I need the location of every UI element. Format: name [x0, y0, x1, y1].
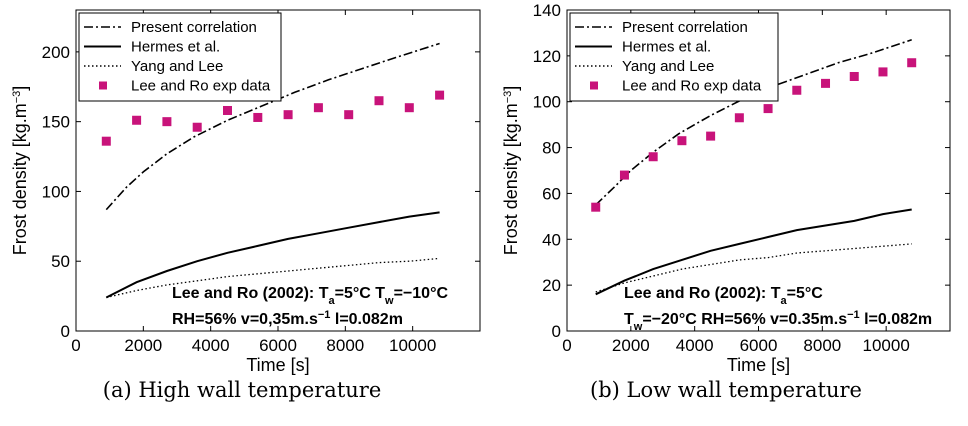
x-tick-label: 6000 — [740, 336, 778, 355]
series-line-solid — [595, 208, 912, 296]
x-axis-label: Time [s] — [727, 355, 790, 375]
data-point-exp — [619, 170, 629, 180]
y-axis-label: Frost density [kg.m−3] — [10, 86, 30, 256]
data-point-exp — [132, 115, 142, 125]
legend-label: Present correlation — [622, 19, 748, 36]
x-axis-label: Time [s] — [246, 355, 309, 375]
data-point-exp — [435, 90, 445, 100]
legend-box — [78, 12, 282, 102]
x-tick-label: 0 — [71, 336, 80, 355]
x-tick-label: 10000 — [389, 336, 436, 355]
y-tick-label: 20 — [542, 276, 561, 295]
caption-a: (a) High wall temperature — [102, 378, 382, 402]
y-tick-label: 60 — [542, 184, 561, 203]
x-tick-label: 8000 — [803, 336, 841, 355]
data-point-exp — [706, 131, 716, 141]
data-point-exp — [253, 112, 263, 122]
y-tick-label: 50 — [51, 252, 70, 271]
x-tick-label: 4000 — [676, 336, 714, 355]
condition-annotation: Lee and Ro (2002): Ta=5°C — [624, 285, 823, 307]
series-line-solid — [105, 211, 440, 299]
legend-marker — [99, 81, 107, 90]
legend-label: Hermes et al. — [622, 39, 711, 56]
data-point-exp — [849, 71, 859, 81]
data-point-exp — [162, 117, 172, 127]
data-point-exp — [313, 103, 323, 113]
data-point-exp — [763, 104, 773, 114]
condition-annotation: Tw=−20°C RH=56% v=0.35m.s−1 l=0.082m — [624, 309, 932, 333]
x-tick-label: 2000 — [612, 336, 650, 355]
legend-label: Yang and Lee — [622, 58, 714, 75]
data-point-exp — [821, 78, 831, 88]
x-tick-label: 2000 — [124, 336, 162, 355]
data-point-exp — [648, 152, 658, 162]
y-tick-label: 140 — [533, 1, 561, 20]
y-tick-label: 100 — [533, 93, 561, 112]
legend-label: Lee and Ro exp data — [131, 78, 271, 95]
data-point-exp — [192, 122, 202, 132]
data-point-exp — [591, 202, 601, 212]
x-tick-label: 8000 — [326, 336, 364, 355]
data-point-exp — [404, 103, 414, 113]
y-tick-label: 100 — [42, 182, 70, 201]
condition-annotation: Lee and Ro (2002): Ta=5°C Tw=−10°C — [172, 285, 448, 307]
data-point-exp — [734, 113, 744, 123]
data-point-exp — [792, 85, 802, 95]
legend-marker — [590, 81, 598, 90]
x-tick-label: 10000 — [863, 336, 910, 355]
data-point-exp — [283, 110, 293, 120]
x-tick-label: 0 — [562, 336, 571, 355]
legend-label: Yang and Lee — [131, 58, 223, 75]
x-tick-label: 4000 — [192, 336, 230, 355]
caption-b: (b) Low wall temperature — [590, 378, 862, 402]
x-tick-label: 6000 — [259, 336, 297, 355]
y-tick-label: 200 — [42, 43, 70, 62]
panel-b-low-wall-temperature: 0 2000 4000 6000 8000 10000 0 20 40 60 80 100 120 140… — [501, 1, 951, 375]
y-tick-label: 150 — [42, 113, 70, 132]
data-point-exp — [344, 110, 354, 120]
data-point-exp — [374, 96, 384, 106]
y-axis-label: Frost density [kg.m−3] — [501, 86, 521, 256]
panel-a-high-wall-temperature: 0 2000 4000 6000 8000 10000 0 50 100 150 200 Time [… — [10, 9, 481, 375]
y-tick-label: 80 — [542, 139, 561, 158]
y-tick-label: 120 — [533, 47, 561, 66]
data-point-exp — [677, 136, 687, 146]
series-line-dashdot — [105, 42, 440, 211]
legend-label: Lee and Ro exp data — [622, 78, 762, 95]
data-point-exp — [878, 67, 888, 77]
legend-label: Present correlation — [131, 19, 257, 36]
series-line-dashdot — [595, 39, 912, 206]
condition-annotation: RH=56% v=0,35m.s−1 l=0.082m — [172, 309, 403, 328]
legend-label: Hermes et al. — [131, 39, 220, 56]
series-line-dotted — [106, 257, 440, 299]
y-tick-label: 0 — [61, 322, 70, 341]
data-point-exp — [101, 136, 111, 146]
y-tick-label: 40 — [542, 230, 561, 249]
data-point-exp — [223, 105, 232, 115]
y-tick-label: 0 — [552, 322, 561, 341]
data-point-exp — [907, 58, 917, 68]
